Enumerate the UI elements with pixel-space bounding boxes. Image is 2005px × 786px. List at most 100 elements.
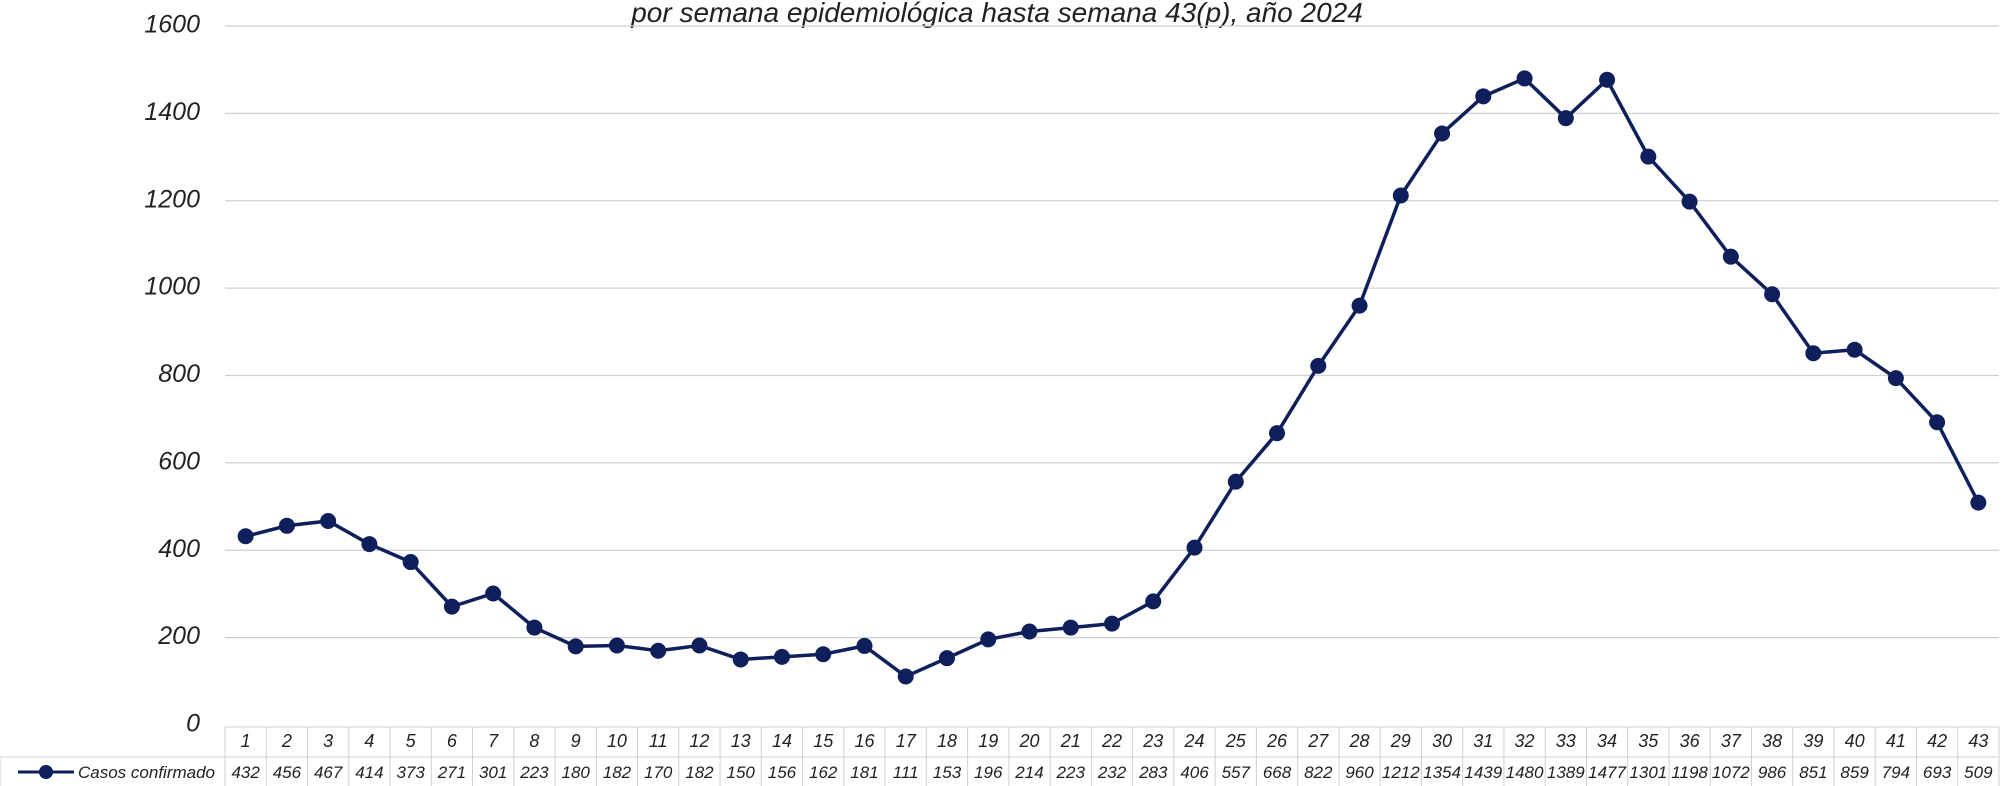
legend-marker xyxy=(39,765,53,779)
table-value: 1212 xyxy=(1382,763,1420,782)
x-tick-label: 42 xyxy=(1927,731,1947,751)
x-tick-label: 29 xyxy=(1390,731,1411,751)
data-point xyxy=(773,648,790,665)
x-tick-label: 18 xyxy=(937,731,957,751)
x-tick-label: 15 xyxy=(813,731,834,751)
y-tick-label: 800 xyxy=(158,360,200,388)
table-value: 170 xyxy=(644,763,673,782)
table-value: 214 xyxy=(1014,763,1043,782)
x-tick-label: 31 xyxy=(1473,731,1493,751)
x-tick-label: 21 xyxy=(1060,731,1081,751)
table-value: 406 xyxy=(1180,763,1209,782)
data-point xyxy=(443,598,460,615)
table-value: 373 xyxy=(396,763,425,782)
data-point xyxy=(1516,70,1533,87)
data-point xyxy=(1062,619,1079,636)
x-tick-label: 2 xyxy=(281,731,292,751)
table-value: 456 xyxy=(273,763,302,782)
data-point xyxy=(1805,345,1822,362)
x-tick-label: 27 xyxy=(1307,731,1329,751)
x-tick-label: 32 xyxy=(1515,731,1535,751)
x-tick-label: 23 xyxy=(1142,731,1163,751)
data-point xyxy=(650,642,667,659)
table-value: 232 xyxy=(1097,763,1127,782)
x-tick-label: 41 xyxy=(1886,731,1906,751)
data-point xyxy=(1104,615,1120,632)
data-point xyxy=(1846,341,1863,358)
x-tick-label: 16 xyxy=(854,731,875,751)
data-point xyxy=(1599,71,1616,88)
table-value: 150 xyxy=(727,763,756,782)
table-value: 182 xyxy=(685,763,714,782)
data-point xyxy=(402,554,419,571)
series-line xyxy=(245,76,1980,679)
x-tick-label: 10 xyxy=(607,731,627,751)
table-value: 668 xyxy=(1263,763,1292,782)
x-tick-label: 7 xyxy=(488,731,499,751)
data-point xyxy=(567,638,584,655)
table-value: 467 xyxy=(314,763,343,782)
x-tick-label: 38 xyxy=(1762,731,1782,751)
data-point xyxy=(938,650,955,667)
table-value: 1389 xyxy=(1547,763,1585,782)
table-value: 181 xyxy=(850,763,878,782)
data-point xyxy=(237,528,254,545)
x-tick-label: 22 xyxy=(1101,731,1122,751)
data-point xyxy=(1392,187,1409,204)
data-point xyxy=(980,631,997,648)
table-value: 986 xyxy=(1758,763,1787,782)
x-tick-label: 3 xyxy=(323,731,333,751)
table-value: 182 xyxy=(603,763,632,782)
table-value: 822 xyxy=(1304,763,1333,782)
data-point xyxy=(526,619,543,636)
x-tick-label: 9 xyxy=(571,731,581,751)
x-tick-label: 26 xyxy=(1266,731,1288,751)
data-point xyxy=(856,637,873,654)
data-point xyxy=(1764,286,1781,303)
x-tick-label: 11 xyxy=(649,731,668,751)
data-point xyxy=(1310,357,1327,374)
x-tick-label: 14 xyxy=(772,731,792,751)
data-point xyxy=(1145,593,1162,610)
table-value: 432 xyxy=(231,763,260,782)
data-point xyxy=(1434,125,1451,142)
x-tick-label: 6 xyxy=(447,731,458,751)
y-tick-label: 400 xyxy=(158,535,200,563)
data-point xyxy=(1021,623,1038,640)
data-point xyxy=(897,668,914,685)
x-tick-label: 33 xyxy=(1556,731,1576,751)
legend-label: Casos confirmado xyxy=(78,763,215,782)
table-value: 1480 xyxy=(1506,763,1544,782)
data-point xyxy=(1640,148,1657,165)
y-tick-label: 1200 xyxy=(144,185,200,213)
table-value: 693 xyxy=(1923,763,1952,782)
data-point xyxy=(608,637,625,654)
x-tick-label: 5 xyxy=(406,731,417,751)
x-tick-label: 13 xyxy=(731,731,751,751)
table-value: 1072 xyxy=(1712,763,1750,782)
x-tick-label: 39 xyxy=(1803,731,1823,751)
table-value: 153 xyxy=(933,763,962,782)
data-point xyxy=(1887,370,1904,387)
data-point xyxy=(485,585,502,602)
table-value: 111 xyxy=(893,763,919,782)
x-tick-label: 36 xyxy=(1680,731,1701,751)
x-tick-label: 43 xyxy=(1968,731,1988,751)
table-value: 1439 xyxy=(1464,763,1502,782)
table-value: 1301 xyxy=(1629,763,1667,782)
x-tick-label: 34 xyxy=(1597,731,1617,751)
data-point xyxy=(732,651,749,668)
x-tick-label: 24 xyxy=(1183,731,1204,751)
data-point xyxy=(1681,193,1698,210)
table-value: 859 xyxy=(1840,763,1869,782)
table-value: 180 xyxy=(561,763,590,782)
x-tick-label: 4 xyxy=(364,731,374,751)
x-tick-label: 37 xyxy=(1721,731,1742,751)
data-point xyxy=(1475,88,1492,105)
table-value: 223 xyxy=(1056,763,1086,782)
table-value: 301 xyxy=(479,763,507,782)
data-point xyxy=(1351,297,1368,314)
data-point xyxy=(691,637,708,654)
